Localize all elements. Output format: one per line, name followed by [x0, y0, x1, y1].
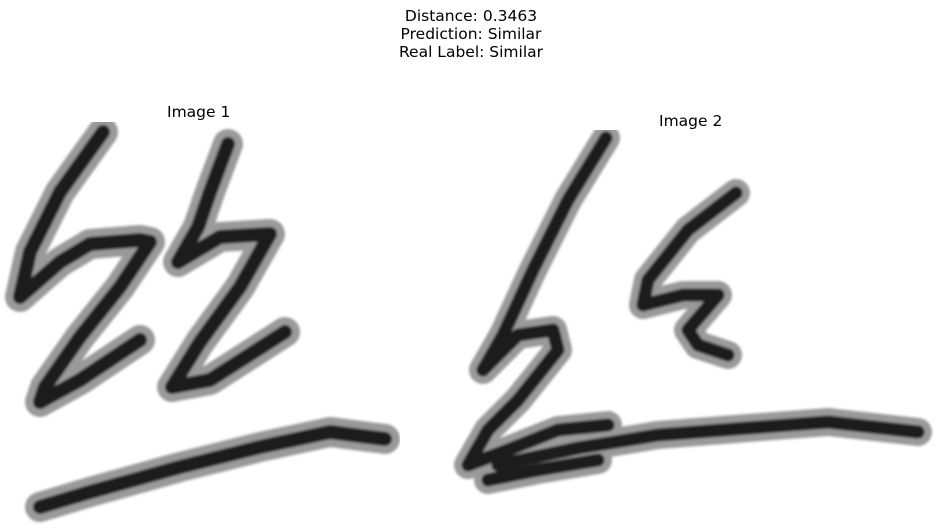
signature-image-1	[0, 122, 400, 527]
signature-2-drawing	[454, 130, 932, 494]
prediction-text: Prediction: Similar	[400, 25, 542, 43]
real-label-text: Real Label: Similar	[398, 43, 544, 61]
image-1-title: Image 1	[167, 103, 231, 121]
signature-image-2	[448, 130, 942, 525]
figure-suptitle: Distance: 0.3463 Prediction: Similar Rea…	[0, 7, 942, 61]
signature-1-drawing	[5, 122, 400, 522]
image-2-title: Image 2	[659, 112, 723, 130]
distance-text: Distance: 0.3463	[404, 7, 538, 25]
